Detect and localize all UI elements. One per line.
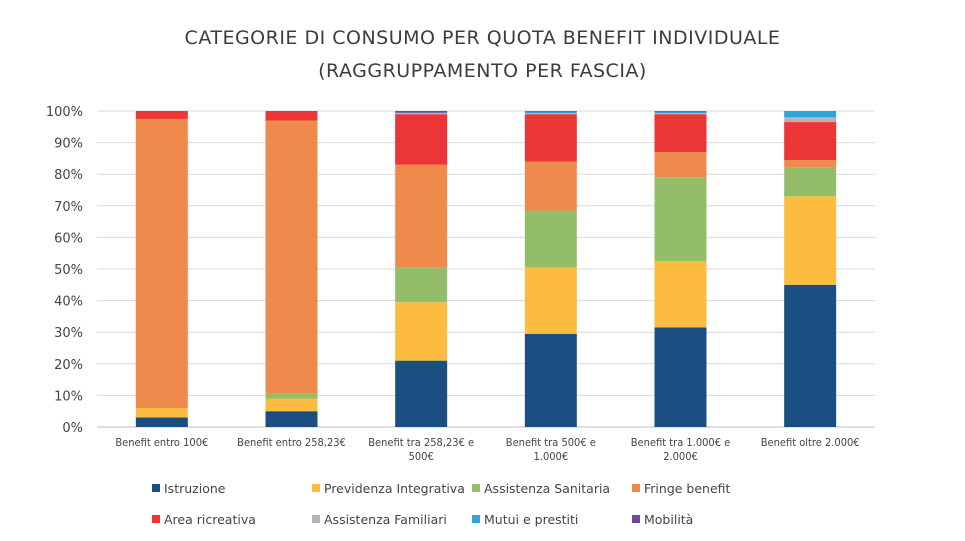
- bar-segment: [395, 360, 448, 427]
- bar-segment: [654, 114, 707, 153]
- legend-label: Istruzione: [164, 481, 226, 496]
- bar-segment: [395, 112, 448, 114]
- bar-segment: [784, 117, 837, 123]
- bar-segment: [135, 417, 188, 427]
- legend-label: Mutui e prestiti: [484, 512, 578, 527]
- bar-segment: [395, 111, 448, 113]
- legend-swatch: [632, 484, 640, 492]
- chart-title-line2: (RAGGRUPPAMENTO PER FASCIA): [318, 60, 647, 82]
- legend-label: Assistenza Sanitaria: [484, 481, 610, 496]
- x-category-label: 1.000€: [534, 450, 569, 463]
- x-category-label: Benefit oltre 2.000€: [761, 436, 860, 449]
- bar-segment: [784, 196, 837, 285]
- bar-segment: [654, 261, 707, 328]
- legend-swatch: [472, 484, 480, 492]
- bar-segment: [395, 267, 448, 303]
- y-tick-label: 50%: [54, 263, 83, 278]
- bar-segment: [135, 408, 188, 418]
- bar-segment: [784, 159, 837, 168]
- legend-swatch: [632, 515, 640, 523]
- x-category-label: Benefit entro 258,23€: [237, 436, 346, 449]
- x-category-label: Benefit tra 500€ e: [506, 436, 596, 449]
- legend-label: Assistenza Familiari: [324, 512, 447, 527]
- x-category-label: 2.000€: [663, 450, 698, 463]
- bar-segment: [654, 111, 707, 112]
- y-tick-label: 20%: [54, 358, 83, 373]
- y-tick-label: 30%: [54, 326, 83, 341]
- y-tick-label: 100%: [46, 105, 83, 120]
- x-category-label: Benefit tra 1.000€ e: [631, 436, 731, 449]
- legend-label: Previdenza Integrativa: [324, 481, 465, 496]
- chart-title-line1: CATEGORIE DI CONSUMO PER QUOTA BENEFIT I…: [184, 27, 781, 49]
- bar-segment: [654, 327, 707, 427]
- y-tick-label: 0%: [62, 421, 83, 436]
- y-tick-label: 10%: [54, 389, 83, 404]
- bar-segment: [654, 111, 707, 114]
- bar-segment: [524, 161, 577, 211]
- y-tick-label: 90%: [54, 137, 83, 152]
- bar-segment: [654, 152, 707, 178]
- legend-label: Mobilità: [644, 512, 693, 527]
- legend-swatch: [152, 515, 160, 523]
- bar-segment: [524, 111, 577, 112]
- bar-segment: [784, 122, 837, 160]
- bar-segment: [524, 113, 577, 115]
- bar-segment: [395, 113, 448, 115]
- bar-segment: [395, 114, 448, 165]
- y-tick-label: 70%: [54, 200, 83, 215]
- legend-label: Area ricreativa: [164, 512, 256, 527]
- bar-segment: [784, 111, 837, 118]
- bar-segment: [395, 302, 448, 361]
- bar-segment: [135, 111, 188, 119]
- bar-segment: [784, 284, 837, 427]
- bar-segment: [524, 333, 577, 427]
- bar-segment: [265, 120, 318, 394]
- legend-swatch: [152, 484, 160, 492]
- legend-swatch: [472, 515, 480, 523]
- legend-swatch: [312, 515, 320, 523]
- bar-segment: [265, 411, 318, 427]
- bar-segment: [784, 167, 837, 197]
- legend-label: Fringe benefit: [644, 481, 731, 496]
- x-category-label: Benefit tra 258,23€ e: [368, 436, 474, 449]
- bar-segment: [654, 113, 707, 115]
- bar-segment: [265, 398, 318, 412]
- bar-segment: [265, 393, 318, 399]
- bar-segment: [524, 210, 577, 268]
- x-category-label: 500€: [409, 450, 434, 463]
- y-tick-label: 80%: [54, 168, 83, 183]
- bar-segment: [654, 177, 707, 262]
- legend-swatch: [312, 484, 320, 492]
- bar-segment: [524, 267, 577, 334]
- bar-segment: [524, 114, 577, 162]
- y-tick-label: 60%: [54, 231, 83, 246]
- x-category-label: Benefit entro 100€: [115, 436, 208, 449]
- bar-segment: [135, 118, 188, 409]
- bar-segment: [265, 111, 318, 121]
- bar-segment: [395, 164, 448, 268]
- bar-segment: [524, 111, 577, 114]
- y-tick-label: 40%: [54, 295, 83, 310]
